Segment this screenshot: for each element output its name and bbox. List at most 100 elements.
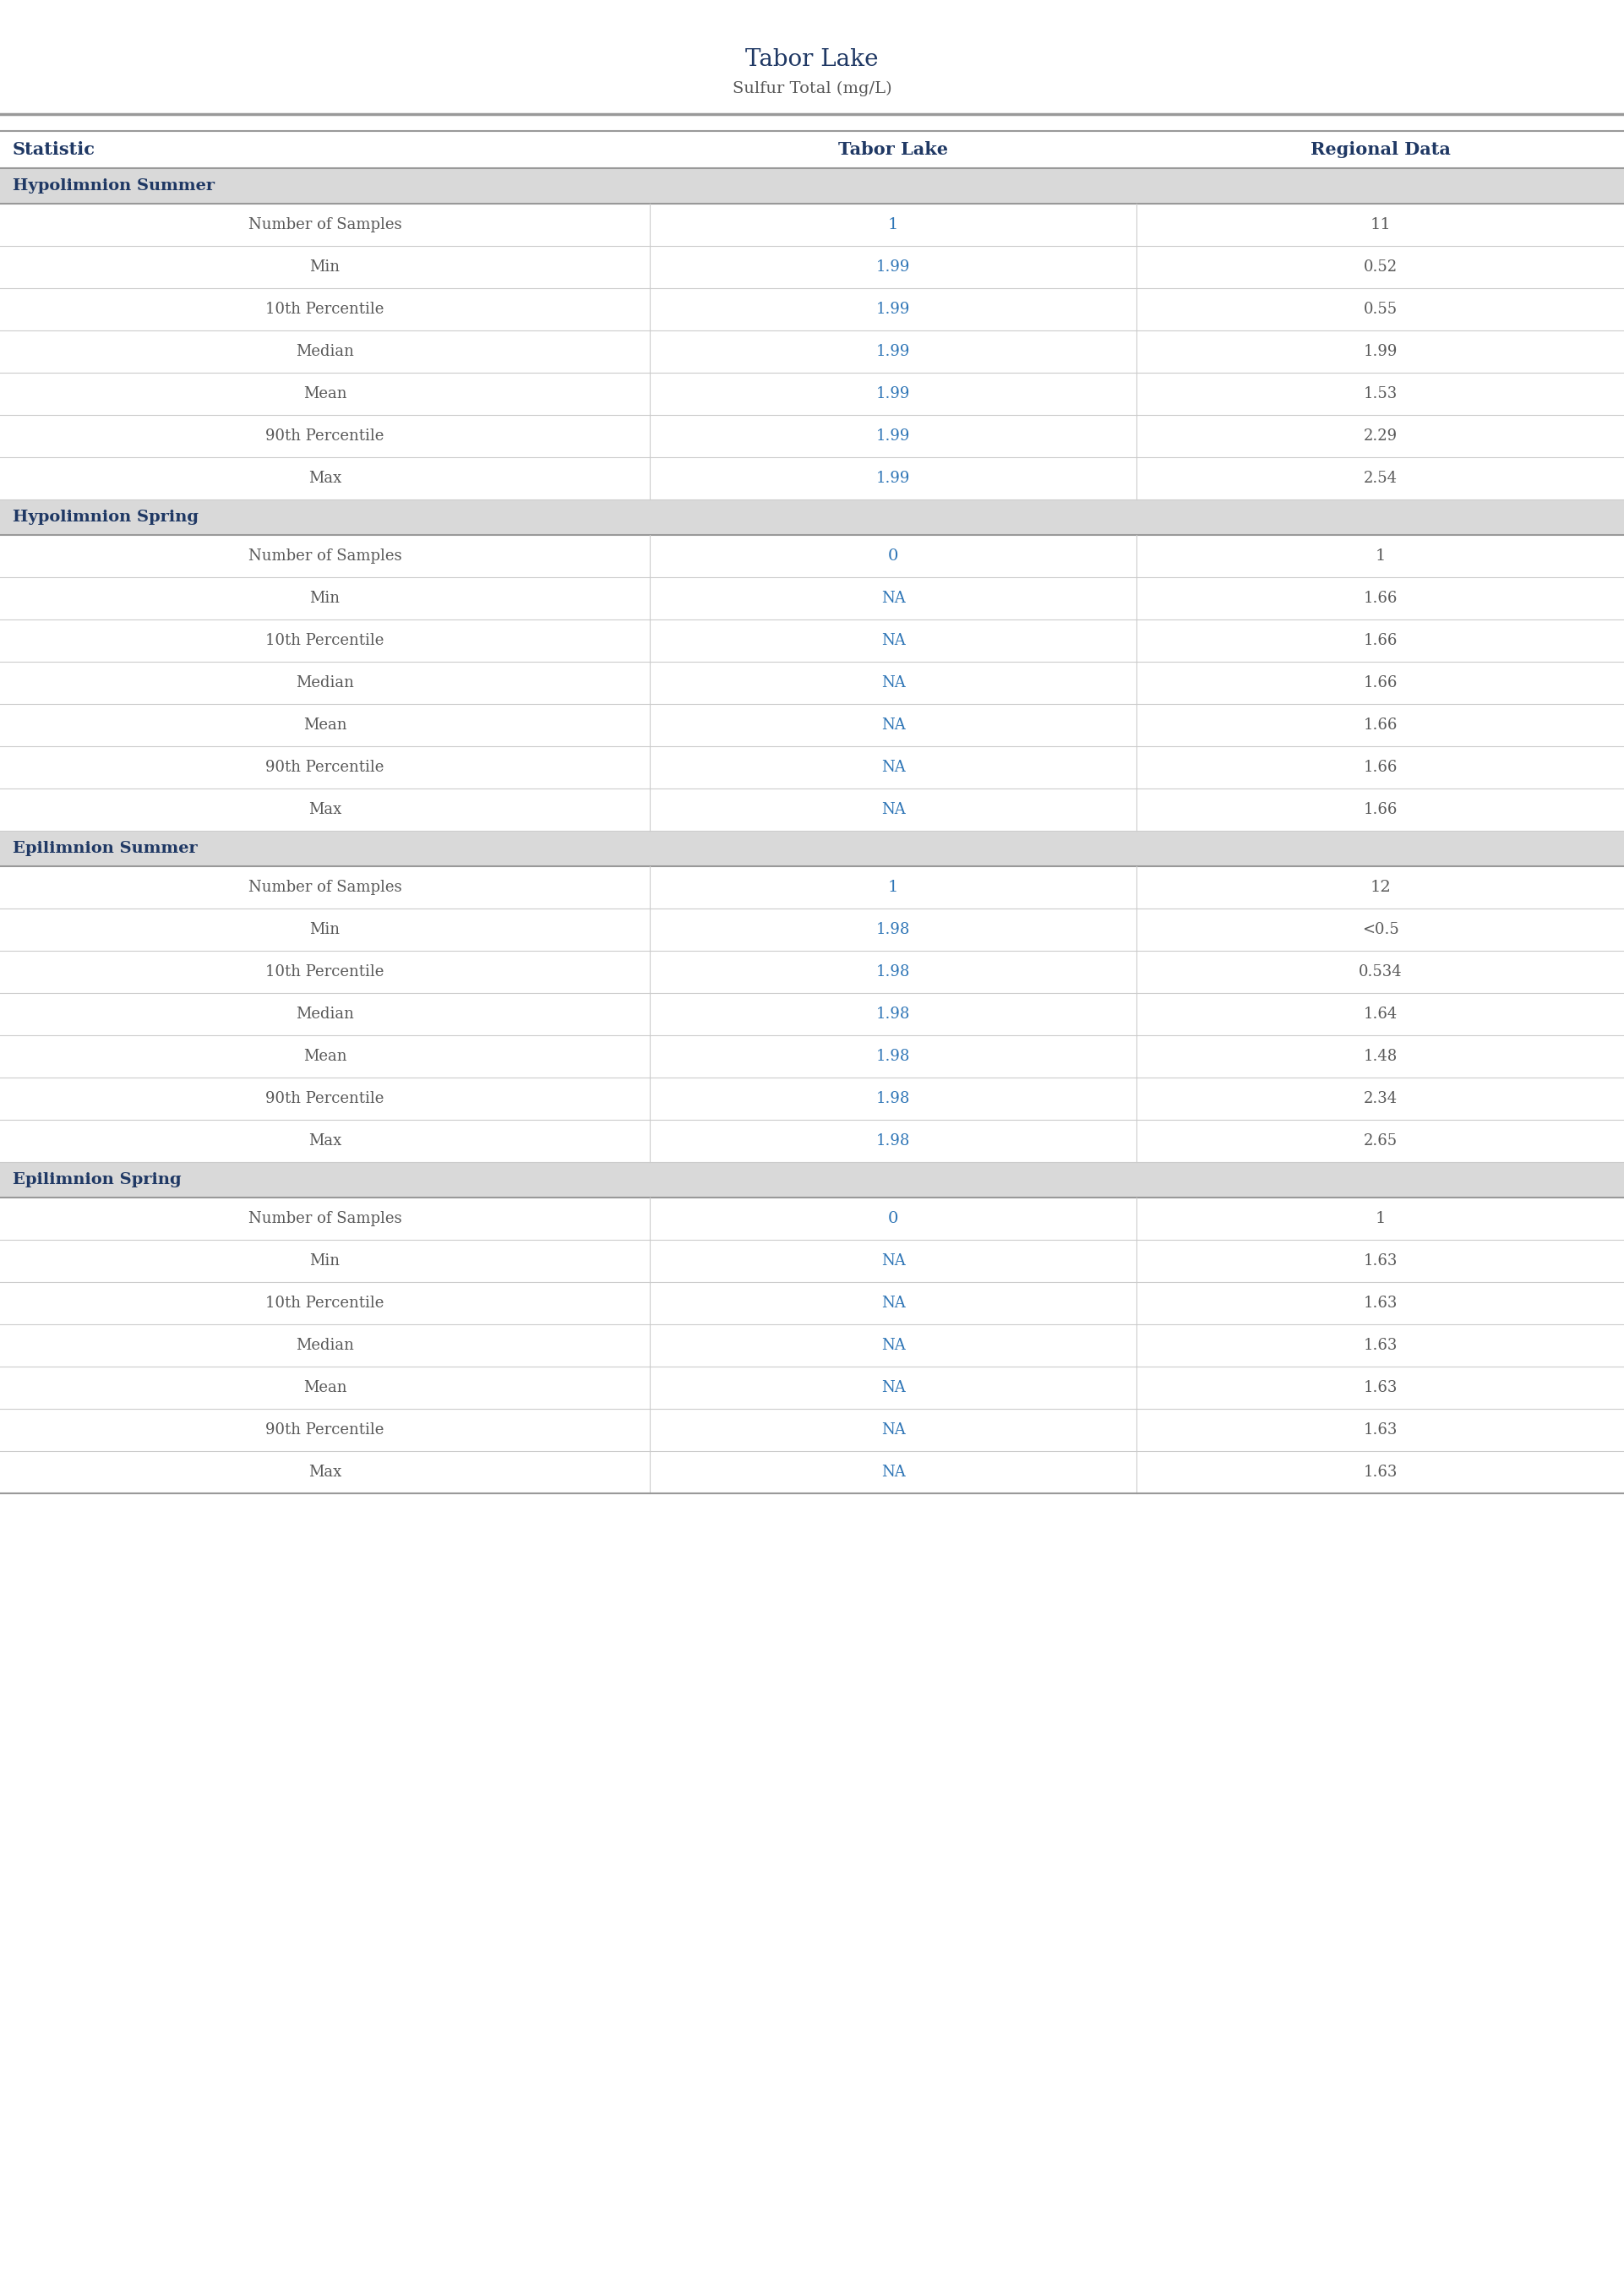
Text: 1.66: 1.66 — [1363, 801, 1398, 817]
Text: 11: 11 — [1371, 218, 1390, 232]
Bar — [0, 577, 1624, 620]
Text: Epilimnion Spring: Epilimnion Spring — [13, 1171, 182, 1187]
Text: 1.63: 1.63 — [1363, 1380, 1398, 1396]
Text: 1.98: 1.98 — [875, 1006, 911, 1021]
Text: 1.63: 1.63 — [1363, 1296, 1398, 1310]
Text: Epilimnion Summer: Epilimnion Summer — [13, 840, 198, 856]
Text: 1: 1 — [888, 881, 898, 894]
Bar — [0, 536, 1624, 577]
Text: 10th Percentile: 10th Percentile — [265, 1296, 385, 1310]
Text: Min: Min — [310, 1253, 339, 1269]
Bar — [0, 747, 1624, 788]
Text: NA: NA — [882, 1337, 905, 1353]
Bar — [0, 831, 1624, 867]
Bar — [0, 788, 1624, 831]
Text: 12: 12 — [1371, 881, 1390, 894]
Text: Max: Max — [309, 801, 341, 817]
Text: 1.99: 1.99 — [875, 345, 911, 359]
Text: Number of Samples: Number of Samples — [248, 1212, 401, 1226]
Bar — [0, 951, 1624, 992]
Text: Mean: Mean — [304, 1380, 346, 1396]
Text: Min: Min — [310, 590, 339, 606]
Text: 1.63: 1.63 — [1363, 1464, 1398, 1480]
Text: 1.99: 1.99 — [875, 259, 911, 275]
Text: NA: NA — [882, 1464, 905, 1480]
Bar — [0, 1162, 1624, 1199]
Text: NA: NA — [882, 760, 905, 774]
Text: NA: NA — [882, 1253, 905, 1269]
Text: 1.48: 1.48 — [1364, 1049, 1397, 1065]
Text: NA: NA — [882, 1296, 905, 1310]
Text: Number of Samples: Number of Samples — [248, 549, 401, 563]
Text: 1.98: 1.98 — [875, 1092, 911, 1105]
Text: Tabor Lake: Tabor Lake — [745, 48, 879, 70]
Bar — [0, 168, 1624, 204]
Text: 1.66: 1.66 — [1363, 674, 1398, 690]
Text: 1.99: 1.99 — [875, 429, 911, 443]
Bar — [0, 204, 1624, 245]
Text: Number of Samples: Number of Samples — [248, 881, 401, 894]
Text: 1.98: 1.98 — [875, 965, 911, 978]
Text: 1.99: 1.99 — [875, 302, 911, 318]
Text: 1.98: 1.98 — [875, 922, 911, 938]
Text: 2.65: 2.65 — [1364, 1133, 1397, 1149]
Text: Min: Min — [310, 259, 339, 275]
Bar — [0, 620, 1624, 663]
Bar — [0, 331, 1624, 372]
Bar — [0, 1035, 1624, 1078]
Text: 1: 1 — [1376, 1212, 1385, 1226]
Text: Statistic: Statistic — [13, 141, 96, 159]
Text: Sulfur Total (mg/L): Sulfur Total (mg/L) — [732, 82, 892, 95]
Text: NA: NA — [882, 1423, 905, 1437]
Text: 10th Percentile: 10th Percentile — [265, 302, 385, 318]
Bar — [0, 456, 1624, 499]
Bar — [0, 1323, 1624, 1367]
Text: Mean: Mean — [304, 386, 346, 402]
Text: 1: 1 — [888, 218, 898, 232]
Text: 1.99: 1.99 — [875, 470, 911, 486]
Text: 2.29: 2.29 — [1364, 429, 1397, 443]
Text: 90th Percentile: 90th Percentile — [265, 1423, 385, 1437]
Text: 1.63: 1.63 — [1363, 1337, 1398, 1353]
Bar — [0, 992, 1624, 1035]
Text: 1.66: 1.66 — [1363, 760, 1398, 774]
Bar — [0, 908, 1624, 951]
Bar — [0, 415, 1624, 456]
Text: <0.5: <0.5 — [1363, 922, 1398, 938]
Text: NA: NA — [882, 590, 905, 606]
Text: Max: Max — [309, 1133, 341, 1149]
Text: 1.53: 1.53 — [1364, 386, 1397, 402]
Text: 90th Percentile: 90th Percentile — [265, 1092, 385, 1105]
Bar — [0, 1078, 1624, 1119]
Text: 0: 0 — [888, 549, 898, 563]
Text: NA: NA — [882, 801, 905, 817]
Text: 1.99: 1.99 — [875, 386, 911, 402]
Text: Hypolimnion Spring: Hypolimnion Spring — [13, 508, 198, 524]
Text: Hypolimnion Summer: Hypolimnion Summer — [13, 179, 214, 193]
Bar — [0, 1283, 1624, 1323]
Text: 1.63: 1.63 — [1363, 1253, 1398, 1269]
Text: 90th Percentile: 90th Percentile — [265, 429, 385, 443]
Text: Max: Max — [309, 1464, 341, 1480]
Text: NA: NA — [882, 674, 905, 690]
Bar — [0, 245, 1624, 288]
Text: 2.34: 2.34 — [1364, 1092, 1397, 1105]
Text: 0: 0 — [888, 1212, 898, 1226]
Text: Number of Samples: Number of Samples — [248, 218, 401, 232]
Text: 0.52: 0.52 — [1364, 259, 1397, 275]
Text: 1.66: 1.66 — [1363, 590, 1398, 606]
Text: 90th Percentile: 90th Percentile — [265, 760, 385, 774]
Bar — [0, 867, 1624, 908]
Text: 1.63: 1.63 — [1363, 1423, 1398, 1437]
Text: 1: 1 — [1376, 549, 1385, 563]
Text: Mean: Mean — [304, 1049, 346, 1065]
Text: 1.66: 1.66 — [1363, 633, 1398, 649]
Text: NA: NA — [882, 717, 905, 733]
Text: 0.55: 0.55 — [1364, 302, 1397, 318]
Text: 10th Percentile: 10th Percentile — [265, 633, 385, 649]
Bar — [0, 1367, 1624, 1410]
Bar — [0, 1199, 1624, 1239]
Bar — [0, 1239, 1624, 1283]
Text: 10th Percentile: 10th Percentile — [265, 965, 385, 978]
Bar — [0, 372, 1624, 415]
